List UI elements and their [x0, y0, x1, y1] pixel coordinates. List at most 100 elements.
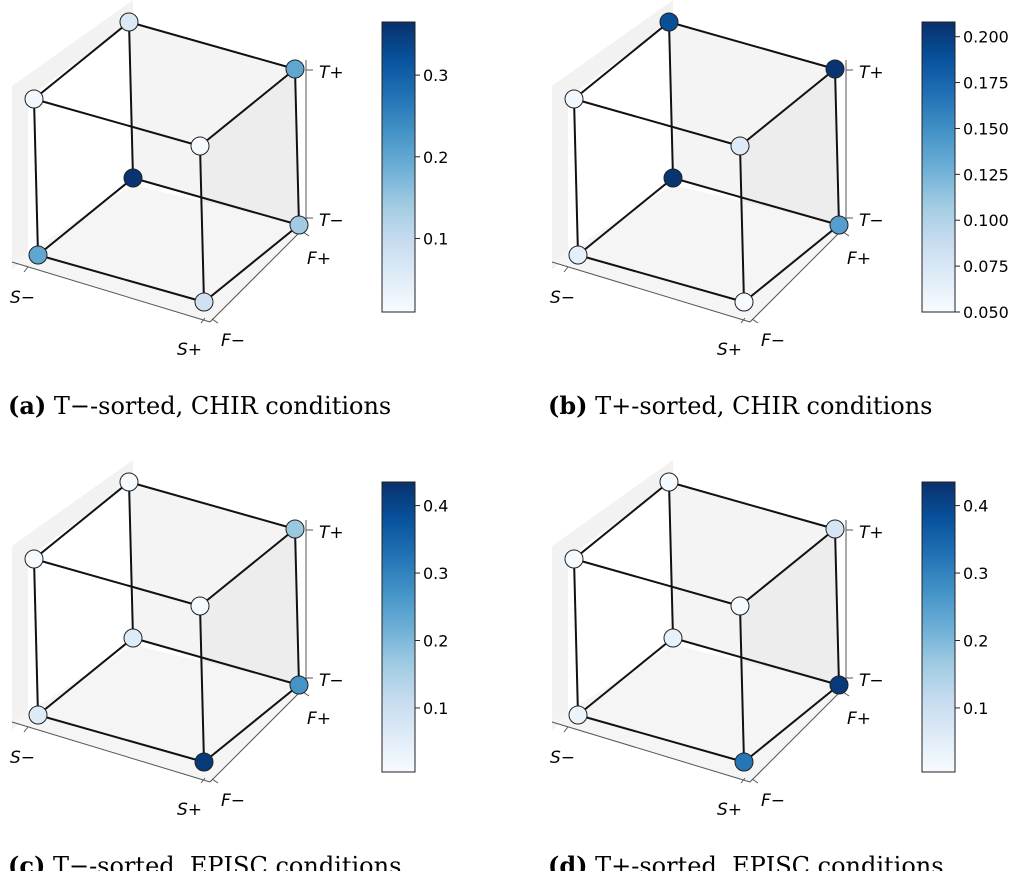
- panel-caption: (a) T−-sorted, CHIR conditions: [8, 391, 391, 420]
- cube-edge: [128, 481, 134, 639]
- panel-label: (a): [8, 391, 46, 420]
- f-axis-label-high: F+: [307, 249, 331, 269]
- t-axis-label-high: T+: [859, 63, 884, 83]
- panel-d: S− S+ F− F+ T− T+ 0.1 0.2 0.3 0.4 (d) T+-sorted, E…: [548, 460, 988, 871]
- cube-edge: [739, 68, 836, 147]
- data-point: [24, 89, 44, 109]
- s-axis-line: [11, 721, 211, 783]
- data-point: [734, 752, 754, 772]
- data-point: [194, 292, 214, 312]
- cube-edge: [199, 145, 205, 303]
- f-axis-label-low: F−: [761, 791, 785, 811]
- data-point: [825, 519, 845, 539]
- cube-edge: [668, 481, 836, 530]
- data-point: [659, 472, 679, 492]
- cube-edge: [33, 558, 201, 607]
- cube-edge: [739, 528, 836, 607]
- f-axis-tick: [211, 778, 219, 784]
- f-axis-label-high: F+: [307, 709, 331, 729]
- t-axis-label-low: T−: [859, 671, 884, 691]
- data-point: [568, 245, 588, 265]
- panel-b: S− S+ F− F+ T− T+ 0.050 0.075 0.100 0.125 0.150 0.1…: [548, 0, 1009, 420]
- f-axis-label-low: F−: [221, 331, 245, 351]
- cube-edge: [132, 177, 300, 226]
- panel-label: (c): [8, 851, 45, 871]
- colorbar: [921, 481, 956, 773]
- cube-edge: [577, 254, 745, 303]
- colorbar: [381, 21, 416, 313]
- t-axis-label-low: T−: [319, 211, 344, 231]
- colorbar-tick-label: 0.1: [423, 229, 448, 248]
- cube-edge: [577, 714, 745, 763]
- s-axis-tick: [200, 777, 206, 784]
- cube-edge: [203, 684, 300, 763]
- cube-edge: [573, 481, 670, 560]
- data-point: [190, 596, 210, 616]
- s-axis-label-low: S−: [10, 748, 35, 768]
- s-axis-tick: [563, 266, 569, 273]
- cube-edge: [573, 558, 579, 716]
- colorbar-tick-label: 0.3: [963, 564, 988, 583]
- cube-edge: [132, 637, 300, 686]
- cube-edge: [672, 637, 840, 686]
- colorbar-tick-label: 0.050: [963, 303, 1009, 322]
- cube-edge: [743, 224, 840, 303]
- cube-edge: [33, 558, 39, 716]
- pane-left: [12, 0, 133, 270]
- cube-edge: [37, 637, 134, 716]
- data-point: [289, 215, 309, 235]
- data-point: [825, 59, 845, 79]
- data-point: [734, 292, 754, 312]
- panel-caption-text: T+-sorted, CHIR conditions: [588, 392, 933, 420]
- data-point: [123, 168, 143, 188]
- colorbar-tick-label: 0.3: [423, 66, 448, 85]
- cube-edge: [128, 21, 296, 70]
- f-axis-line: [749, 225, 847, 323]
- colorbar-tick-label: 0.4: [423, 497, 448, 516]
- s-axis-label-high: S+: [717, 340, 742, 360]
- cube-edge: [573, 558, 741, 607]
- s-axis-tick: [563, 726, 569, 733]
- s-axis-label-high: S+: [177, 340, 202, 360]
- cube-edge: [573, 21, 670, 100]
- cube-edge: [577, 177, 674, 256]
- cube-edge: [33, 98, 201, 147]
- colorbar-tick-label: 0.3: [423, 564, 448, 583]
- f-axis-label-low: F−: [761, 331, 785, 351]
- f-axis-label-high: F+: [847, 709, 871, 729]
- colorbar-tick-label: 0.200: [963, 28, 1009, 47]
- s-axis-tick: [740, 317, 746, 324]
- cube-edge: [834, 528, 840, 686]
- f-axis-tick: [751, 778, 759, 784]
- colorbar-tick-label: 0.125: [963, 165, 1009, 184]
- colorbar-tick-label: 0.175: [963, 74, 1009, 93]
- s-axis-label-low: S−: [550, 288, 575, 308]
- panel-caption-text: T−-sorted, CHIR conditions: [46, 392, 391, 420]
- t-axis-label-low: T−: [319, 671, 344, 691]
- t-axis-label-low: T−: [859, 211, 884, 231]
- pane-floor: [552, 185, 846, 322]
- cube-edge: [128, 21, 134, 179]
- panel-a: S− S+ F− F+ T− T+ 0.1 0.2 0.3 (a) T−-sorted, CHIR…: [8, 0, 448, 420]
- colorbar-tick-label: 0.075: [963, 257, 1009, 276]
- t-axis-label-high: T+: [859, 523, 884, 543]
- s-axis-label-low: S−: [10, 288, 35, 308]
- data-point: [730, 136, 750, 156]
- cube-edge: [203, 224, 300, 303]
- panel-caption: (b) T+-sorted, CHIR conditions: [548, 391, 932, 420]
- pane-left: [552, 0, 673, 270]
- f-axis-line: [209, 685, 307, 783]
- data-point: [119, 12, 139, 32]
- data-point: [564, 549, 584, 569]
- data-point: [24, 549, 44, 569]
- data-point: [663, 628, 683, 648]
- data-point: [194, 752, 214, 772]
- colorbar-tick-label: 0.100: [963, 211, 1009, 230]
- cube-edge: [834, 68, 840, 226]
- data-point: [829, 215, 849, 235]
- s-axis-tick: [23, 726, 29, 733]
- cube-edge: [743, 684, 840, 763]
- cube-edge: [672, 177, 840, 226]
- data-point: [663, 168, 683, 188]
- colorbar-tick-label: 0.2: [963, 631, 988, 650]
